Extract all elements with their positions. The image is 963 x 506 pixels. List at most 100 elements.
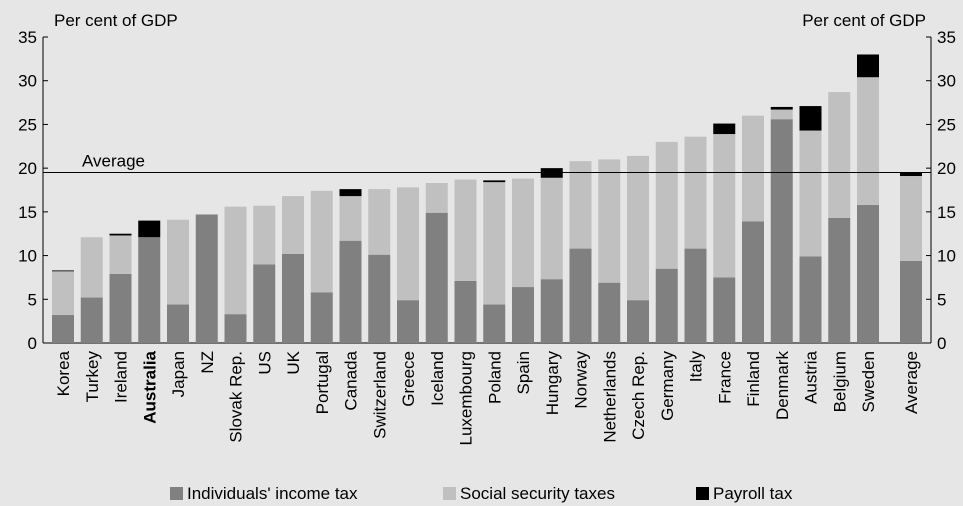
bar-segment-payroll-tax — [339, 189, 362, 197]
bar-segment-social-security — [799, 130, 822, 257]
category-label: Luxembourg — [457, 351, 476, 446]
bar-segment-social-security — [253, 205, 276, 265]
bar-segment-social-security — [770, 109, 793, 120]
left-tick-label: 5 — [28, 290, 37, 309]
bar-segment-social-security — [828, 92, 851, 218]
bar-segment-income-tax — [224, 314, 247, 343]
right-tick-label: 5 — [937, 290, 946, 309]
bar-segment-income-tax — [799, 256, 822, 343]
bar-segment-social-security — [425, 183, 448, 213]
category-label: Canada — [342, 350, 361, 410]
bar-segment-social-security — [684, 136, 707, 249]
bar-segment-social-security — [627, 155, 649, 301]
legend-swatch — [443, 487, 456, 500]
category-label: Turkey — [83, 351, 102, 403]
category-label: UK — [284, 350, 303, 374]
bar-segment-income-tax — [310, 292, 333, 343]
bar-segment-income-tax — [627, 300, 649, 343]
bar-segment-income-tax — [80, 297, 103, 343]
bar-segment-payroll-tax — [52, 270, 74, 272]
bar-segment-payroll-tax — [857, 54, 879, 78]
bar-segment-social-security — [655, 141, 678, 269]
category-label: Portugal — [313, 351, 332, 414]
right-tick-label: 20 — [937, 159, 956, 178]
left-tick-label: 15 — [18, 203, 37, 222]
left-tick-label: 25 — [18, 115, 37, 134]
bar-segment-social-security — [598, 159, 621, 283]
category-label: Average — [902, 351, 921, 414]
bar-segment-income-tax — [109, 273, 132, 343]
right-tick-label: 25 — [937, 115, 956, 134]
bar-segment-payroll-tax — [900, 172, 922, 177]
category-label: Sweden — [859, 351, 878, 412]
bar-segment-income-tax — [253, 264, 276, 343]
category-label: Austria — [802, 350, 821, 403]
left-tick-label: 35 — [18, 28, 37, 47]
bar-segment-social-security — [454, 179, 477, 281]
right-tick-label: 0 — [937, 334, 946, 353]
average-line-label: Average — [82, 152, 145, 171]
bar-segment-income-tax — [540, 279, 563, 343]
category-label: Japan — [169, 351, 188, 397]
bar-segment-social-security — [52, 271, 74, 316]
bar-segment-income-tax — [138, 237, 161, 343]
category-label: France — [715, 351, 734, 404]
legend: Individuals' income tax Social security t… — [170, 484, 793, 503]
bar-segment-income-tax — [857, 204, 879, 343]
category-label: NZ — [198, 351, 217, 374]
bar-segment-income-tax — [425, 212, 448, 343]
bar-segment-income-tax — [512, 287, 534, 343]
bar-segment-social-security — [540, 177, 563, 280]
bar-segment-income-tax — [454, 280, 477, 343]
category-label: Iceland — [428, 351, 447, 406]
category-label: Italy — [687, 351, 706, 383]
bar-segment-social-security — [80, 237, 103, 298]
bar-segment-income-tax — [483, 304, 506, 343]
category-label: Poland — [485, 351, 504, 404]
bar-segment-social-security — [900, 176, 922, 261]
category-label: Slovak Rep. — [227, 351, 246, 443]
category-label: Hungary — [543, 351, 562, 416]
category-label: Denmark — [773, 351, 792, 420]
bar-segment-payroll-tax — [770, 106, 793, 110]
right-tick-label: 15 — [937, 203, 956, 222]
bar-segment-income-tax — [195, 214, 218, 343]
right-tick-label: 35 — [937, 28, 956, 47]
bar-segment-income-tax — [684, 248, 707, 343]
category-label: Spain — [514, 351, 533, 394]
category-label: Ireland — [112, 351, 131, 403]
category-label: Czech Rep. — [629, 351, 648, 440]
category-label: US — [255, 351, 274, 375]
bar-segment-payroll-tax — [713, 123, 736, 135]
category-label: Greece — [399, 351, 418, 407]
legend-swatch — [170, 487, 183, 500]
category-label: Netherlands — [600, 351, 619, 443]
bar-segment-payroll-tax — [138, 220, 161, 238]
category-labels: Korea Turkey Ireland Australia Japan NZ Slovak… — [54, 350, 921, 445]
bar-segment-social-security — [109, 235, 132, 274]
bar-segment-income-tax — [368, 254, 391, 343]
bar-segment-social-security — [742, 115, 764, 222]
bar-segment-social-security — [282, 196, 304, 254]
left-tick-label: 10 — [18, 247, 37, 266]
bar-segment-income-tax — [167, 304, 189, 343]
bar-segment-social-security — [857, 77, 879, 205]
left-tick-label: 30 — [18, 72, 37, 91]
bar-segment-income-tax — [742, 221, 764, 343]
bar-segment-social-security — [339, 196, 362, 241]
bar-segment-payroll-tax — [483, 180, 506, 183]
category-label: Finland — [744, 351, 763, 407]
legend-label: Payroll tax — [713, 484, 793, 503]
category-label: Korea — [54, 350, 73, 396]
bar-segment-income-tax — [598, 282, 621, 343]
category-label: Australia — [140, 350, 159, 423]
bar-segment-income-tax — [770, 119, 793, 343]
right-tick-label: 30 — [937, 72, 956, 91]
legend-label: Social security taxes — [460, 484, 615, 503]
left-tick-label: 20 — [18, 159, 37, 178]
bar-segment-income-tax — [339, 240, 362, 343]
bar-segment-social-security — [397, 187, 419, 301]
category-label: Germany — [658, 351, 677, 421]
bar-segment-income-tax — [569, 248, 592, 343]
